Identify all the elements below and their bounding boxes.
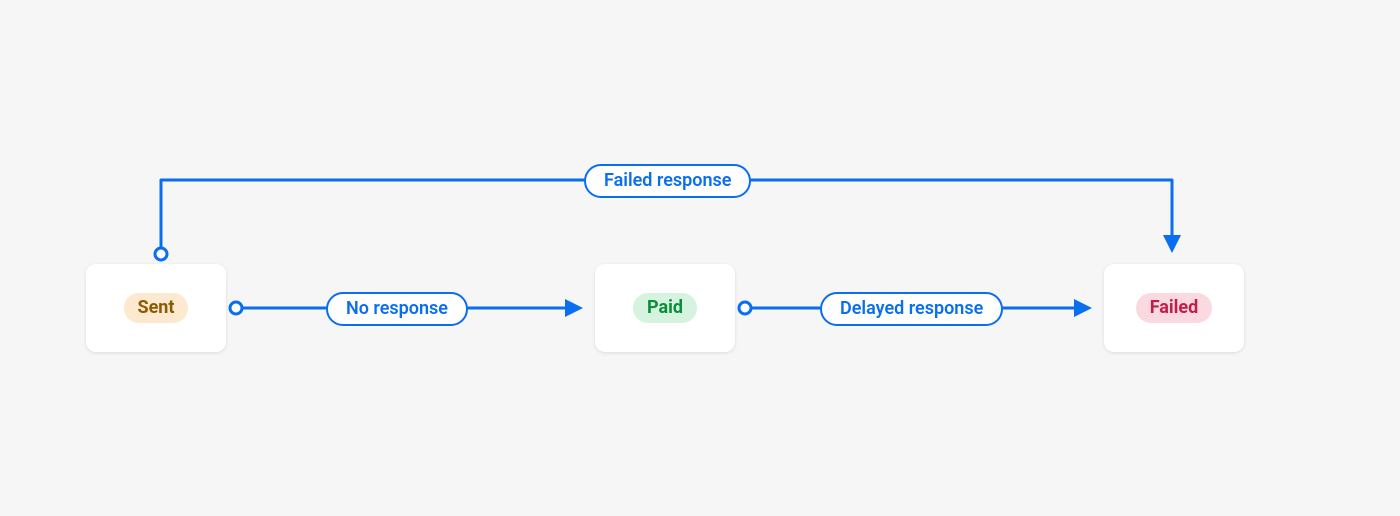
edge-label-text: Failed response [604,170,731,192]
badge-paid: Paid [633,293,697,323]
edge-label-text: No response [346,298,448,320]
node-sent: Sent [86,264,226,352]
edge-label-no-response: No response [326,292,468,326]
badge-failed: Failed [1136,293,1213,323]
badge-sent: Sent [124,293,189,323]
node-failed: Failed [1104,264,1244,352]
edge-label-text: Delayed response [840,298,983,320]
flowchart-canvas: Sent Paid Failed No response Delayed res… [0,0,1400,516]
edge-label-failed-response: Failed response [584,164,751,198]
port-paid-right [739,302,751,314]
node-paid: Paid [595,264,735,352]
edges-layer [0,0,1400,516]
port-sent-top [155,248,167,260]
port-sent-right [230,302,242,314]
edge-label-delayed-response: Delayed response [820,292,1003,326]
